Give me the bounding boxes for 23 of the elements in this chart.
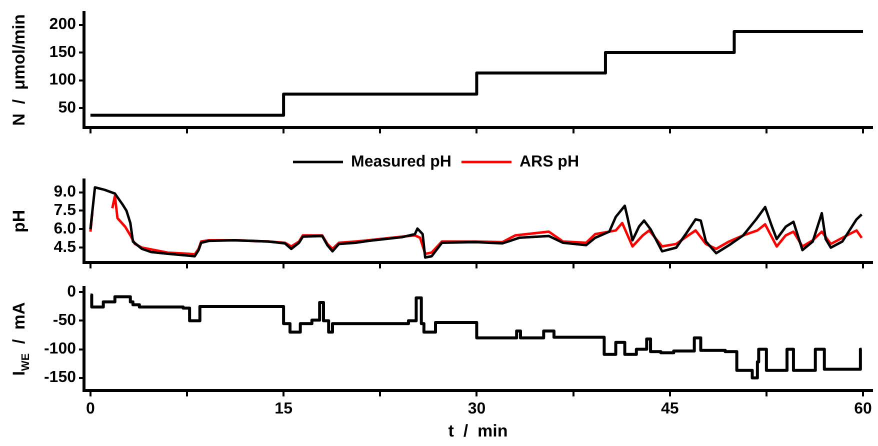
y-tick-label: 200 [49,16,76,34]
legend-label: ARS pH [519,153,580,170]
y-tick-label: -150 [44,369,76,386]
y-tick-label: 50 [58,99,76,116]
y-axis-title: IWE / mA [10,302,32,376]
y-tick-label: 6.0 [54,220,76,238]
y-axis-title: N / μmol/min [10,14,29,126]
x-tick-label: 45 [660,400,679,418]
y-tick-label: 0 [67,284,76,301]
y-tick-label: -50 [52,312,76,330]
y-tick-label: 4.5 [54,239,76,256]
y-tick-label: 9.0 [54,184,76,201]
y-tick-label: 7.5 [54,202,76,220]
x-axis-title: t / min [448,421,508,440]
y-tick-label: 100 [49,72,76,89]
y-axis-title: pH [10,210,29,233]
x-tick-label: 30 [468,400,486,418]
legend-label: Measured pH [350,153,452,170]
y-tick-label: 150 [49,44,76,61]
x-tick-label: 60 [854,400,872,418]
x-tick-label: 15 [274,400,293,418]
y-tick-label: -100 [44,340,76,358]
x-tick-label: 0 [86,400,95,418]
